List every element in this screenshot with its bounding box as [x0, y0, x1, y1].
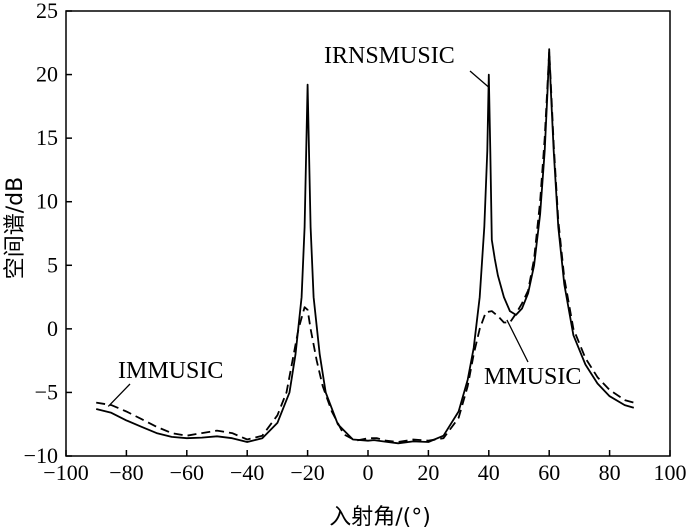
series-line-dashed	[96, 50, 635, 443]
y-tick-label: −5	[35, 379, 58, 404]
y-axis-label: 空间谱/dB	[3, 177, 28, 279]
y-tick-label: 5	[47, 252, 58, 277]
x-tick-label: −100	[43, 460, 88, 485]
x-tick-label: 0	[363, 460, 374, 485]
x-tick-label: 20	[417, 460, 439, 485]
x-tick-label: −20	[290, 460, 324, 485]
annotation-label: MMUSIC	[484, 364, 581, 390]
x-tick-label: 40	[478, 460, 500, 485]
annotation-label: IMMUSIC	[118, 358, 223, 384]
annotation-layer: IRNSMUSIC IMMUSIC MMUSIC	[107, 43, 581, 407]
x-tick-label: 60	[538, 460, 560, 485]
x-axis-label: 入射角/(°)	[329, 505, 431, 530]
x-axis: −100 −80 −60 −40 −20 0 20 40 60 80 100	[43, 450, 687, 485]
y-tick-label: 15	[36, 125, 58, 150]
annotation-leader	[107, 383, 131, 407]
x-tick-label: −80	[109, 460, 143, 485]
x-tick-label: −40	[230, 460, 264, 485]
y-tick-label: 25	[36, 0, 58, 23]
annotation-leader	[469, 70, 490, 88]
series-layer	[95, 48, 635, 445]
y-axis: −10 −5 0 5 10 15 20 25	[24, 0, 72, 468]
y-tick-label: 20	[36, 62, 58, 87]
x-tick-label: 100	[654, 460, 687, 485]
y-tick-label: 0	[47, 316, 58, 341]
annotation-label: IRNSMUSIC	[324, 43, 455, 69]
y-tick-label: −10	[24, 443, 58, 468]
x-tick-label: 80	[599, 460, 621, 485]
x-tick-label: −60	[170, 460, 204, 485]
annotation-leader	[506, 319, 529, 363]
y-tick-label: 10	[36, 189, 58, 214]
